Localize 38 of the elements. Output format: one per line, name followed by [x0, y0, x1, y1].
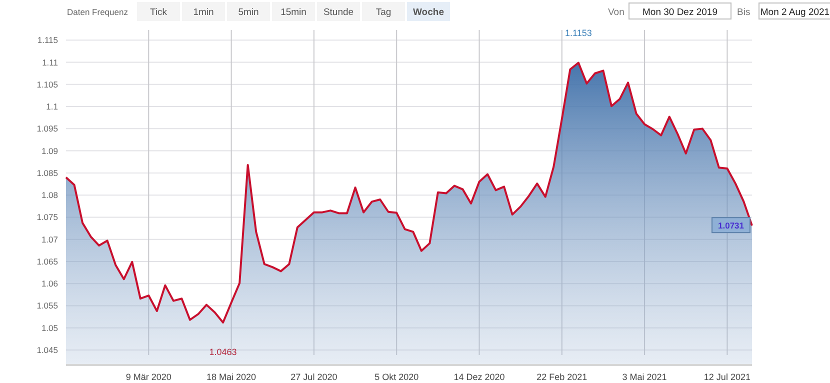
y-tick-label: 1.055: [36, 300, 58, 311]
text: Mon 2 Aug 2021: [760, 7, 830, 18]
category-label: 5min: [238, 7, 259, 18]
annotation: 1.1153: [565, 28, 592, 38]
category-label: Woche: [413, 7, 444, 18]
x-tick-label: 12 Jul 2021: [704, 372, 750, 382]
annotation: 1.0731: [718, 220, 744, 231]
y-tick-label: 1.07: [41, 234, 58, 244]
x-tick-label: 5 Okt 2020: [374, 372, 419, 382]
x-tick-label: 18 Mai 2020: [206, 372, 256, 382]
y-tick-label: 1.095: [36, 124, 58, 134]
y-tick-label: 1.08: [41, 190, 58, 200]
text: Mon 30 Dez 2019: [642, 7, 718, 18]
category-label: 15min: [280, 7, 306, 18]
category-label: Tag: [376, 7, 392, 18]
x-tick-label: 27 Jul 2020: [290, 372, 338, 382]
y-tick-label: 1.11: [42, 57, 58, 68]
x-tick-label: 9 Mär 2020: [126, 372, 172, 382]
y-tick-label: 1.085: [36, 168, 58, 178]
y-tick-label: 1.1: [46, 102, 58, 112]
y-tick-label: 1.065: [36, 256, 58, 266]
x-tick-label: 22 Feb 2021: [536, 372, 588, 382]
text: Daten Frequenz: [67, 7, 128, 17]
y-tick-label: 1.045: [36, 344, 58, 355]
y-tick-label: 1.06: [41, 278, 58, 289]
category-label: Tick: [150, 7, 168, 18]
y-tick-label: 1.115: [37, 35, 58, 46]
category-label: 1min: [193, 7, 214, 18]
y-tick-label: 1.105: [36, 79, 58, 90]
y-tick-label: 1.05: [41, 322, 58, 333]
x-tick-label: 3 Mai 2021: [622, 372, 667, 382]
annotation: 1.0463: [209, 347, 237, 357]
y-tick-label: 1.075: [36, 212, 58, 222]
y-tick-label: 1.09: [41, 146, 58, 156]
text: Bis: [737, 7, 750, 18]
text: Von: [608, 7, 624, 18]
x-tick-label: 14 Dez 2020: [454, 372, 505, 382]
category-label: Stunde: [323, 7, 354, 18]
